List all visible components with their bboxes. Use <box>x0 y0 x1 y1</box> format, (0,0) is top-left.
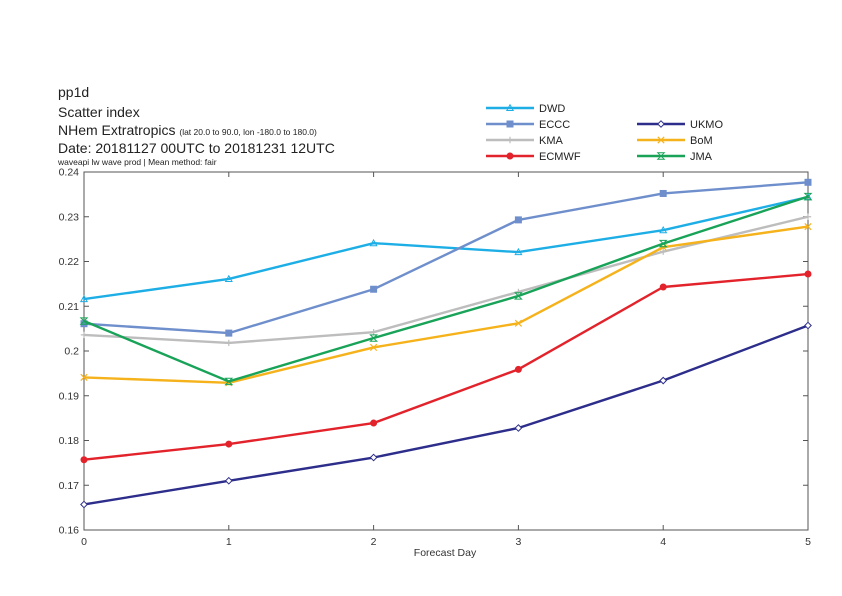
series-line-jma <box>83 195 809 383</box>
y-tick-label: 0.23 <box>59 211 80 223</box>
legend-item-eccc: ECCC <box>486 119 570 131</box>
y-tick-label: 0.17 <box>59 480 80 492</box>
series-line-kma <box>83 215 809 345</box>
date-range: Date: 20181127 00UTC to 20181231 12UTC <box>58 140 335 156</box>
data-point <box>80 373 88 382</box>
data-point <box>80 456 88 464</box>
y-tick-label: 0.22 <box>59 256 80 268</box>
series-line-dwd <box>83 195 809 301</box>
data-point <box>514 247 523 256</box>
data-point <box>80 500 88 509</box>
data-point <box>659 189 667 197</box>
data-point <box>803 192 813 201</box>
x-tick-label: 2 <box>371 536 377 548</box>
legend-label: ECMWF <box>539 151 581 163</box>
data-point <box>659 376 668 385</box>
chart-series <box>79 178 813 509</box>
region-line: NHem Extratropics (lat 20.0 to 90.0, lon… <box>58 122 317 138</box>
legend-label: DWD <box>539 103 565 115</box>
legend-label: ECCC <box>539 119 570 131</box>
data-point <box>225 440 233 448</box>
data-point <box>514 319 523 327</box>
data-point <box>80 331 88 339</box>
y-tick-label: 0.18 <box>59 435 80 447</box>
data-point <box>79 294 89 303</box>
data-point <box>370 285 378 293</box>
data-point <box>659 283 667 291</box>
x-tick-label: 0 <box>81 536 87 548</box>
legend-label: JMA <box>690 151 713 163</box>
data-point <box>224 476 233 485</box>
series-kma <box>80 213 812 347</box>
legend-label: UKMO <box>690 119 723 131</box>
data-point <box>370 419 378 427</box>
data-point <box>514 424 523 432</box>
y-tick-label: 0.21 <box>59 301 80 313</box>
data-point <box>224 274 233 283</box>
data-point <box>804 222 812 231</box>
data-point <box>505 103 515 112</box>
data-point <box>225 339 232 347</box>
x-tick-label: 4 <box>660 536 666 548</box>
legend-label: KMA <box>539 135 564 147</box>
chart-legend: DWD ECCC KMA ECMWF UKMO BoM JMA <box>486 103 723 163</box>
region-extent: (lat 20.0 to 90.0, lon -180.0 to 180.0) <box>179 127 317 137</box>
legend-item-bom: BoM <box>637 135 713 147</box>
data-point <box>660 248 667 255</box>
data-point <box>656 152 666 160</box>
region-name: NHem Extratropics <box>58 122 176 138</box>
legend-item-jma: JMA <box>637 151 713 163</box>
data-point <box>659 225 668 234</box>
data-point <box>225 329 233 337</box>
data-point <box>506 136 514 144</box>
data-point <box>224 377 234 386</box>
data-point <box>804 321 812 330</box>
series-ukmo <box>80 321 812 509</box>
series-jma <box>79 192 813 386</box>
series-line-eccc <box>83 181 809 335</box>
x-tick-label: 3 <box>515 536 521 548</box>
y-tick-label: 0.19 <box>59 390 80 402</box>
x-tick-label: 5 <box>805 536 811 548</box>
data-point <box>657 120 665 128</box>
series-dwd <box>79 192 813 303</box>
y-tick-label: 0.2 <box>64 346 79 358</box>
series-line-bom <box>83 225 809 384</box>
legend-item-kma: KMA <box>486 135 564 147</box>
series-line-ecmwf <box>83 272 809 461</box>
data-point <box>369 334 379 342</box>
data-point <box>79 317 89 325</box>
y-tick-label: 0.16 <box>59 525 80 537</box>
chart-axes: 0.16 0.17 0.18 0.19 0.2 0.21 0.22 0.23 0.24 0 1 2 3 4… <box>59 167 812 560</box>
legend-label: BoM <box>690 135 713 147</box>
data-point <box>514 365 522 373</box>
data-point <box>506 120 514 128</box>
legend-item-ecmwf: ECMWF <box>486 151 581 163</box>
plot-frame <box>83 171 809 531</box>
data-point <box>657 136 665 144</box>
series-line-ukmo <box>83 324 809 506</box>
x-axis-label: Forecast Day <box>414 547 477 559</box>
statistic-name: Scatter index <box>58 104 140 120</box>
data-point <box>804 213 812 220</box>
data-point <box>514 216 522 224</box>
chart-subtitle: waveapi lw wave prod | Mean method: fair <box>58 157 217 167</box>
data-point <box>804 270 812 278</box>
data-point <box>369 453 378 462</box>
legend-item-ukmo: UKMO <box>637 119 723 131</box>
data-point <box>515 288 522 296</box>
data-point <box>804 178 812 186</box>
data-point <box>513 292 523 300</box>
data-point <box>506 152 514 160</box>
series-eccc <box>80 178 812 337</box>
x-tick-label: 1 <box>226 536 232 548</box>
data-point <box>369 343 378 352</box>
parameter-name: pp1d <box>58 84 90 100</box>
y-tick-label: 0.24 <box>59 167 80 179</box>
data-point <box>369 238 378 247</box>
series-ecmwf <box>80 270 812 464</box>
data-point <box>658 239 668 248</box>
legend-item-dwd: DWD <box>486 103 565 115</box>
